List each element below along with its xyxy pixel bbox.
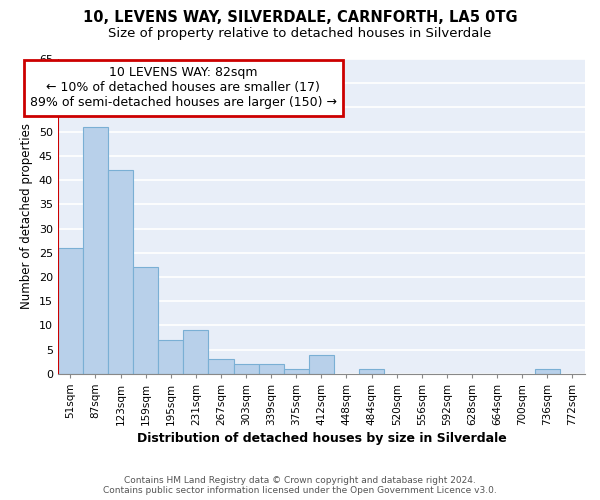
Bar [284, 369, 309, 374]
Bar [208, 360, 233, 374]
X-axis label: Distribution of detached houses by size in Silverdale: Distribution of detached houses by size … [137, 432, 506, 445]
Bar [58, 248, 83, 374]
Bar [108, 170, 133, 374]
Y-axis label: Number of detached properties: Number of detached properties [20, 124, 33, 310]
Bar [83, 127, 108, 374]
Text: Contains HM Land Registry data © Crown copyright and database right 2024.
Contai: Contains HM Land Registry data © Crown c… [103, 476, 497, 495]
Bar [309, 354, 334, 374]
Text: 10, LEVENS WAY, SILVERDALE, CARNFORTH, LA5 0TG: 10, LEVENS WAY, SILVERDALE, CARNFORTH, L… [83, 10, 517, 25]
Bar [158, 340, 184, 374]
Bar [184, 330, 208, 374]
Bar [359, 369, 384, 374]
Bar [259, 364, 284, 374]
Bar [233, 364, 259, 374]
Bar [133, 268, 158, 374]
Text: Size of property relative to detached houses in Silverdale: Size of property relative to detached ho… [109, 28, 491, 40]
Text: 10 LEVENS WAY: 82sqm
← 10% of detached houses are smaller (17)
89% of semi-detac: 10 LEVENS WAY: 82sqm ← 10% of detached h… [30, 66, 337, 110]
Bar [535, 369, 560, 374]
